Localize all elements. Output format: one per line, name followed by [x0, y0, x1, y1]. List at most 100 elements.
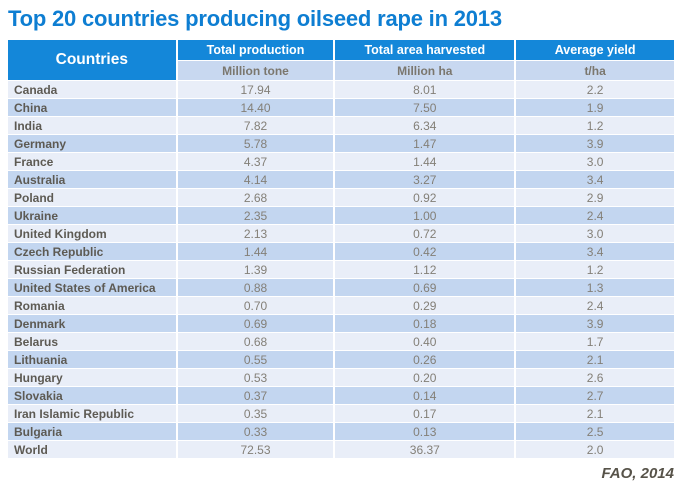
country-name-cell: Russian Federation — [8, 261, 176, 279]
yield-value-cell: 2.7 — [516, 387, 674, 405]
yield-value-cell: 3.9 — [516, 315, 674, 333]
table-row: United States of America 0.88 0.69 1.3 — [8, 279, 674, 297]
area-harvested-value-cell: 8.01 — [335, 81, 515, 99]
table-row: Romania 0.70 0.29 2.4 — [8, 297, 674, 315]
page-title: Top 20 countries producing oilseed rape … — [8, 6, 502, 31]
production-value-cell: 72.53 — [177, 441, 334, 459]
country-name-cell: China — [8, 99, 176, 117]
yield-value-cell: 2.4 — [516, 207, 674, 225]
table-row: Germany 5.78 1.47 3.9 — [8, 135, 674, 153]
country-name-cell: Bulgaria — [8, 423, 176, 441]
area-harvested-value-cell: 0.26 — [335, 351, 515, 369]
country-name-cell: World — [8, 441, 176, 459]
table-row: Hungary 0.53 0.20 2.6 — [8, 369, 674, 387]
yield-value-cell: 2.1 — [516, 405, 674, 423]
table-row: Iran Islamic Republic 0.35 0.17 2.1 — [8, 405, 674, 423]
production-value-cell: 0.70 — [177, 297, 334, 315]
oilseed-production-table: Countries Total production Total area ha… — [6, 39, 676, 459]
production-value-cell: 0.69 — [177, 315, 334, 333]
yield-value-cell: 2.2 — [516, 81, 674, 99]
yield-value-cell: 2.6 — [516, 369, 674, 387]
production-value-cell: 2.13 — [177, 225, 334, 243]
table-row: France 4.37 1.44 3.0 — [8, 153, 674, 171]
page: Top 20 countries producing oilseed rape … — [0, 6, 683, 488]
table-row: India 7.82 6.34 1.2 — [8, 117, 674, 135]
area-harvested-value-cell: 0.17 — [335, 405, 515, 423]
table-row: United Kingdom 2.13 0.72 3.0 — [8, 225, 674, 243]
yield-value-cell: 2.9 — [516, 189, 674, 207]
area-harvested-value-cell: 6.34 — [335, 117, 515, 135]
country-name-cell: Australia — [8, 171, 176, 189]
column-header-countries: Countries — [8, 40, 176, 81]
table-row: Poland 2.68 0.92 2.9 — [8, 189, 674, 207]
table-row: Bulgaria 0.33 0.13 2.5 — [8, 423, 674, 441]
production-value-cell: 4.14 — [177, 171, 334, 189]
production-value-cell: 0.88 — [177, 279, 334, 297]
country-name-cell: Romania — [8, 297, 176, 315]
area-harvested-value-cell: 1.47 — [335, 135, 515, 153]
area-harvested-value-cell: 7.50 — [335, 99, 515, 117]
area-harvested-value-cell: 1.12 — [335, 261, 515, 279]
production-value-cell: 0.33 — [177, 423, 334, 441]
country-name-cell: India — [8, 117, 176, 135]
country-name-cell: Slovakia — [8, 387, 176, 405]
production-value-cell: 1.44 — [177, 243, 334, 261]
production-value-cell: 0.35 — [177, 405, 334, 423]
country-name-cell: Lithuania — [8, 351, 176, 369]
table-row: Belarus 0.68 0.40 1.7 — [8, 333, 674, 351]
production-value-cell: 7.82 — [177, 117, 334, 135]
area-harvested-value-cell: 0.14 — [335, 387, 515, 405]
unit-label-t-per-ha: t/ha — [516, 61, 674, 81]
table-row: Lithuania 0.55 0.26 2.1 — [8, 351, 674, 369]
yield-value-cell: 1.2 — [516, 261, 674, 279]
area-harvested-value-cell: 1.44 — [335, 153, 515, 171]
yield-value-cell: 1.2 — [516, 117, 674, 135]
production-value-cell: 0.55 — [177, 351, 334, 369]
production-value-cell: 1.39 — [177, 261, 334, 279]
area-harvested-value-cell: 0.69 — [335, 279, 515, 297]
country-name-cell: Hungary — [8, 369, 176, 387]
area-harvested-value-cell: 0.20 — [335, 369, 515, 387]
country-name-cell: Canada — [8, 81, 176, 99]
area-harvested-value-cell: 3.27 — [335, 171, 515, 189]
country-name-cell: Iran Islamic Republic — [8, 405, 176, 423]
table-header: Countries Total production Total area ha… — [8, 40, 674, 81]
unit-label-million-ha: Million ha — [335, 61, 515, 81]
country-name-cell: United States of America — [8, 279, 176, 297]
production-value-cell: 0.37 — [177, 387, 334, 405]
production-value-cell: 2.35 — [177, 207, 334, 225]
area-harvested-value-cell: 1.00 — [335, 207, 515, 225]
production-value-cell: 2.68 — [177, 189, 334, 207]
table-row: Australia 4.14 3.27 3.4 — [8, 171, 674, 189]
table-body: Canada 17.94 8.01 2.2 China 14.40 7.50 1.9 India… — [8, 81, 674, 459]
table-row: Russian Federation 1.39 1.12 1.2 — [8, 261, 674, 279]
yield-value-cell: 3.0 — [516, 153, 674, 171]
production-value-cell: 0.68 — [177, 333, 334, 351]
yield-value-cell: 3.0 — [516, 225, 674, 243]
production-value-cell: 0.53 — [177, 369, 334, 387]
area-harvested-value-cell: 0.40 — [335, 333, 515, 351]
yield-value-cell: 3.4 — [516, 243, 674, 261]
production-value-cell: 17.94 — [177, 81, 334, 99]
country-name-cell: Germany — [8, 135, 176, 153]
column-header-total-area-harvested: Total area harvested — [335, 40, 515, 61]
yield-value-cell: 2.0 — [516, 441, 674, 459]
country-name-cell: France — [8, 153, 176, 171]
yield-value-cell: 3.4 — [516, 171, 674, 189]
table-row: Slovakia 0.37 0.14 2.7 — [8, 387, 674, 405]
area-harvested-value-cell: 0.18 — [335, 315, 515, 333]
header-row-labels: Countries Total production Total area ha… — [8, 40, 674, 81]
table-row: Denmark 0.69 0.18 3.9 — [8, 315, 674, 333]
area-harvested-value-cell: 0.13 — [335, 423, 515, 441]
production-value-cell: 5.78 — [177, 135, 334, 153]
yield-value-cell: 1.3 — [516, 279, 674, 297]
table-row: Czech Republic 1.44 0.42 3.4 — [8, 243, 674, 261]
area-harvested-value-cell: 36.37 — [335, 441, 515, 459]
country-name-cell: Ukraine — [8, 207, 176, 225]
country-name-cell: Denmark — [8, 315, 176, 333]
table-row: Canada 17.94 8.01 2.2 — [8, 81, 674, 99]
yield-value-cell: 2.5 — [516, 423, 674, 441]
header-row-units: Million tone Million ha t/ha — [8, 61, 674, 81]
production-value-cell: 4.37 — [177, 153, 334, 171]
table-row: Ukraine 2.35 1.00 2.4 — [8, 207, 674, 225]
